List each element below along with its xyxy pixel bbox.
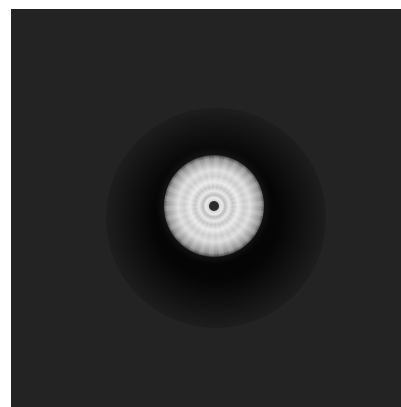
center-dot bbox=[209, 201, 219, 211]
image-frame bbox=[11, 9, 401, 407]
